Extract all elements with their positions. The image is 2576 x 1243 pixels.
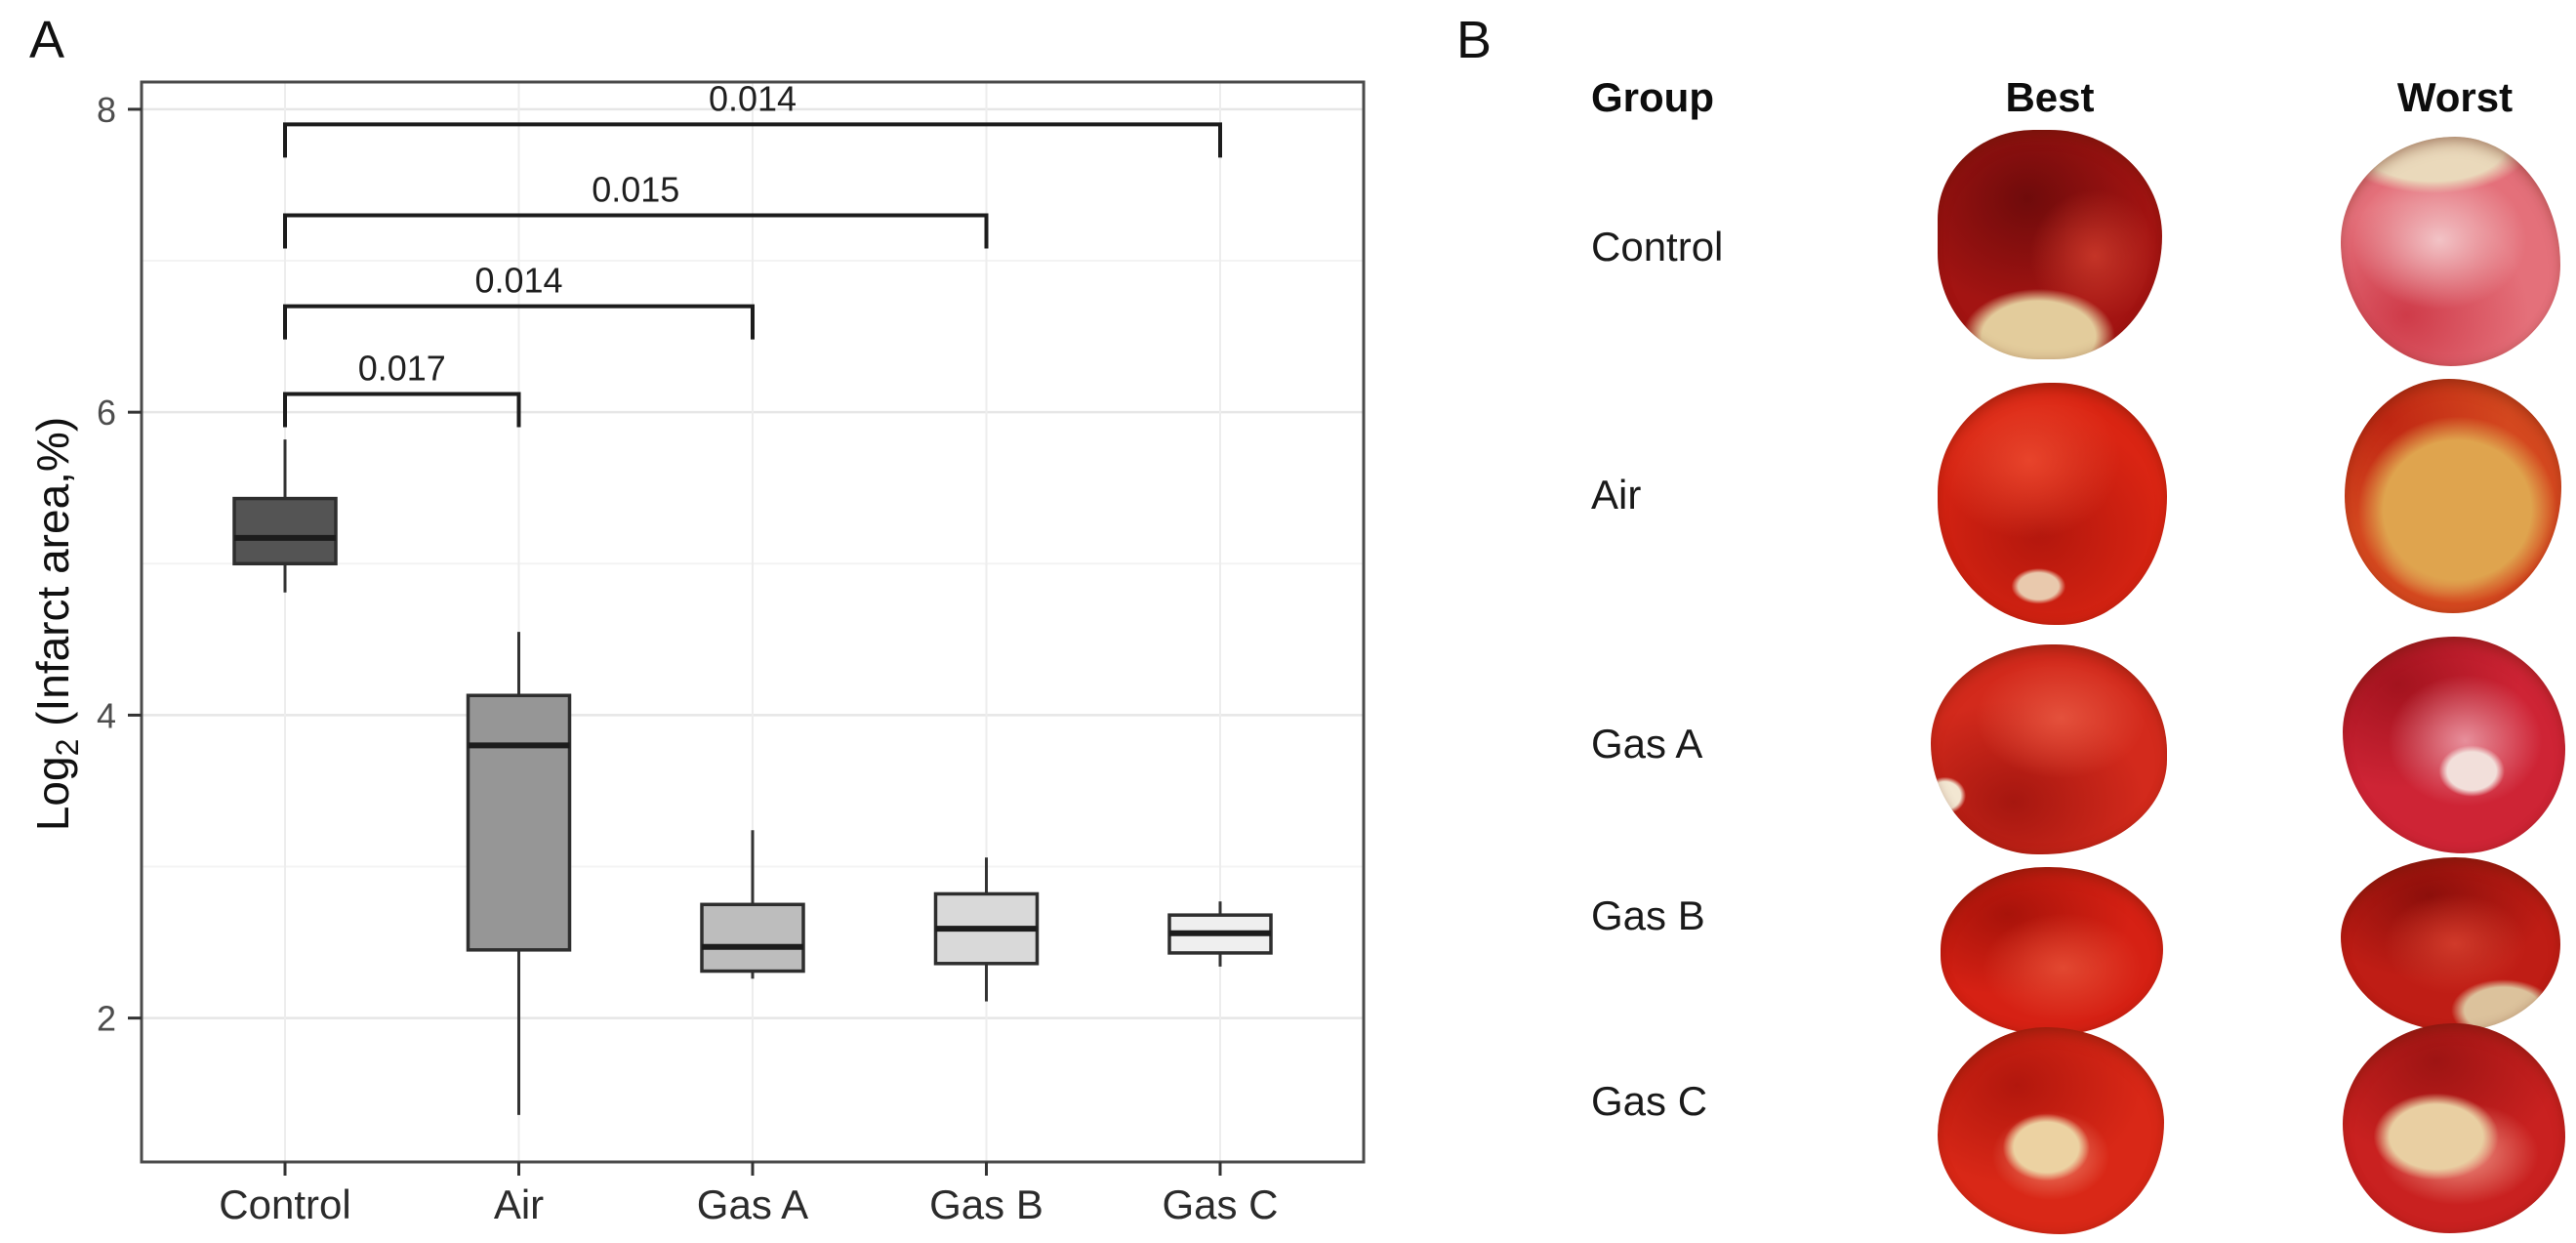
photo-air-worst: [2345, 379, 2561, 613]
photo-control-worst: [2341, 137, 2560, 366]
x-category-label: Gas A: [697, 1181, 808, 1227]
x-category-label: Gas C: [1162, 1181, 1278, 1227]
photo-air-best: [1938, 383, 2167, 625]
iqr-box: [232, 496, 338, 566]
column-header-group: Group: [1591, 74, 1714, 120]
row-label-gas-b: Gas B: [1591, 892, 1705, 938]
bracket-line: [283, 304, 755, 340]
x-category-label: Gas B: [929, 1181, 1043, 1227]
photo-gas-a-best: [1931, 644, 2167, 854]
box-gas-b: [933, 857, 1040, 1002]
iqr-box: [466, 693, 572, 952]
row-label-air: Air: [1591, 472, 1642, 518]
iqr-box: [700, 902, 805, 974]
boxplot-chart: 0.014 0.015 0.014 0.017 2 4 6 8 Control Air Gas A G…: [97, 78, 1366, 1227]
y-tick-label: 4: [97, 695, 116, 735]
row-label-gas-c: Gas C: [1591, 1078, 1708, 1124]
row-label-control: Control: [1591, 224, 1724, 269]
photo-gas-a-worst: [2343, 637, 2565, 853]
photo-gas-c-worst: [2343, 1023, 2565, 1233]
panel-a-boxplot: A Log2 (Infarct area,%) 0.014 0.015 0.014 0…: [27, 11, 1366, 1227]
x-category-label: Air: [494, 1181, 544, 1227]
photo-gas-b-worst: [2341, 857, 2560, 1031]
photo-gas-b-best: [1941, 867, 2163, 1035]
p-value-label: 0.017: [358, 349, 446, 389]
bracket-line: [283, 213, 989, 249]
p-value-label: 0.014: [709, 78, 797, 118]
box-control: [232, 439, 338, 593]
panel-b-photos: B Group Best Worst Control Air Gas A Gas B G…: [1415, 0, 2576, 1243]
column-header-best: Best: [2005, 74, 2095, 120]
box-air: [466, 632, 572, 1115]
bracket-line: [283, 392, 521, 428]
p-value-label: 0.015: [592, 170, 679, 210]
photo-gas-c-best: [1938, 1027, 2164, 1234]
x-category-label: Control: [219, 1181, 350, 1227]
panel-b-tag: B: [1456, 11, 1492, 69]
panel-a-tag: A: [29, 11, 65, 69]
y-tick-label: 2: [97, 999, 116, 1039]
row-label-gas-a: Gas A: [1591, 721, 1703, 767]
significance-bracket-air: 0.017: [283, 349, 521, 428]
box-gas-c: [1167, 901, 1273, 967]
y-tick-label: 6: [97, 393, 116, 433]
photo-control-best: [1938, 130, 2162, 359]
column-header-worst: Worst: [2396, 74, 2514, 120]
significance-bracket-gas-b: 0.015: [283, 170, 989, 249]
box-gas-a: [700, 830, 805, 979]
significance-bracket-gas-c: 0.014: [283, 78, 1222, 158]
y-tick-label: 8: [97, 90, 116, 130]
p-value-label: 0.014: [474, 261, 562, 301]
bracket-line: [283, 122, 1222, 158]
significance-bracket-gas-a: 0.014: [283, 261, 755, 340]
